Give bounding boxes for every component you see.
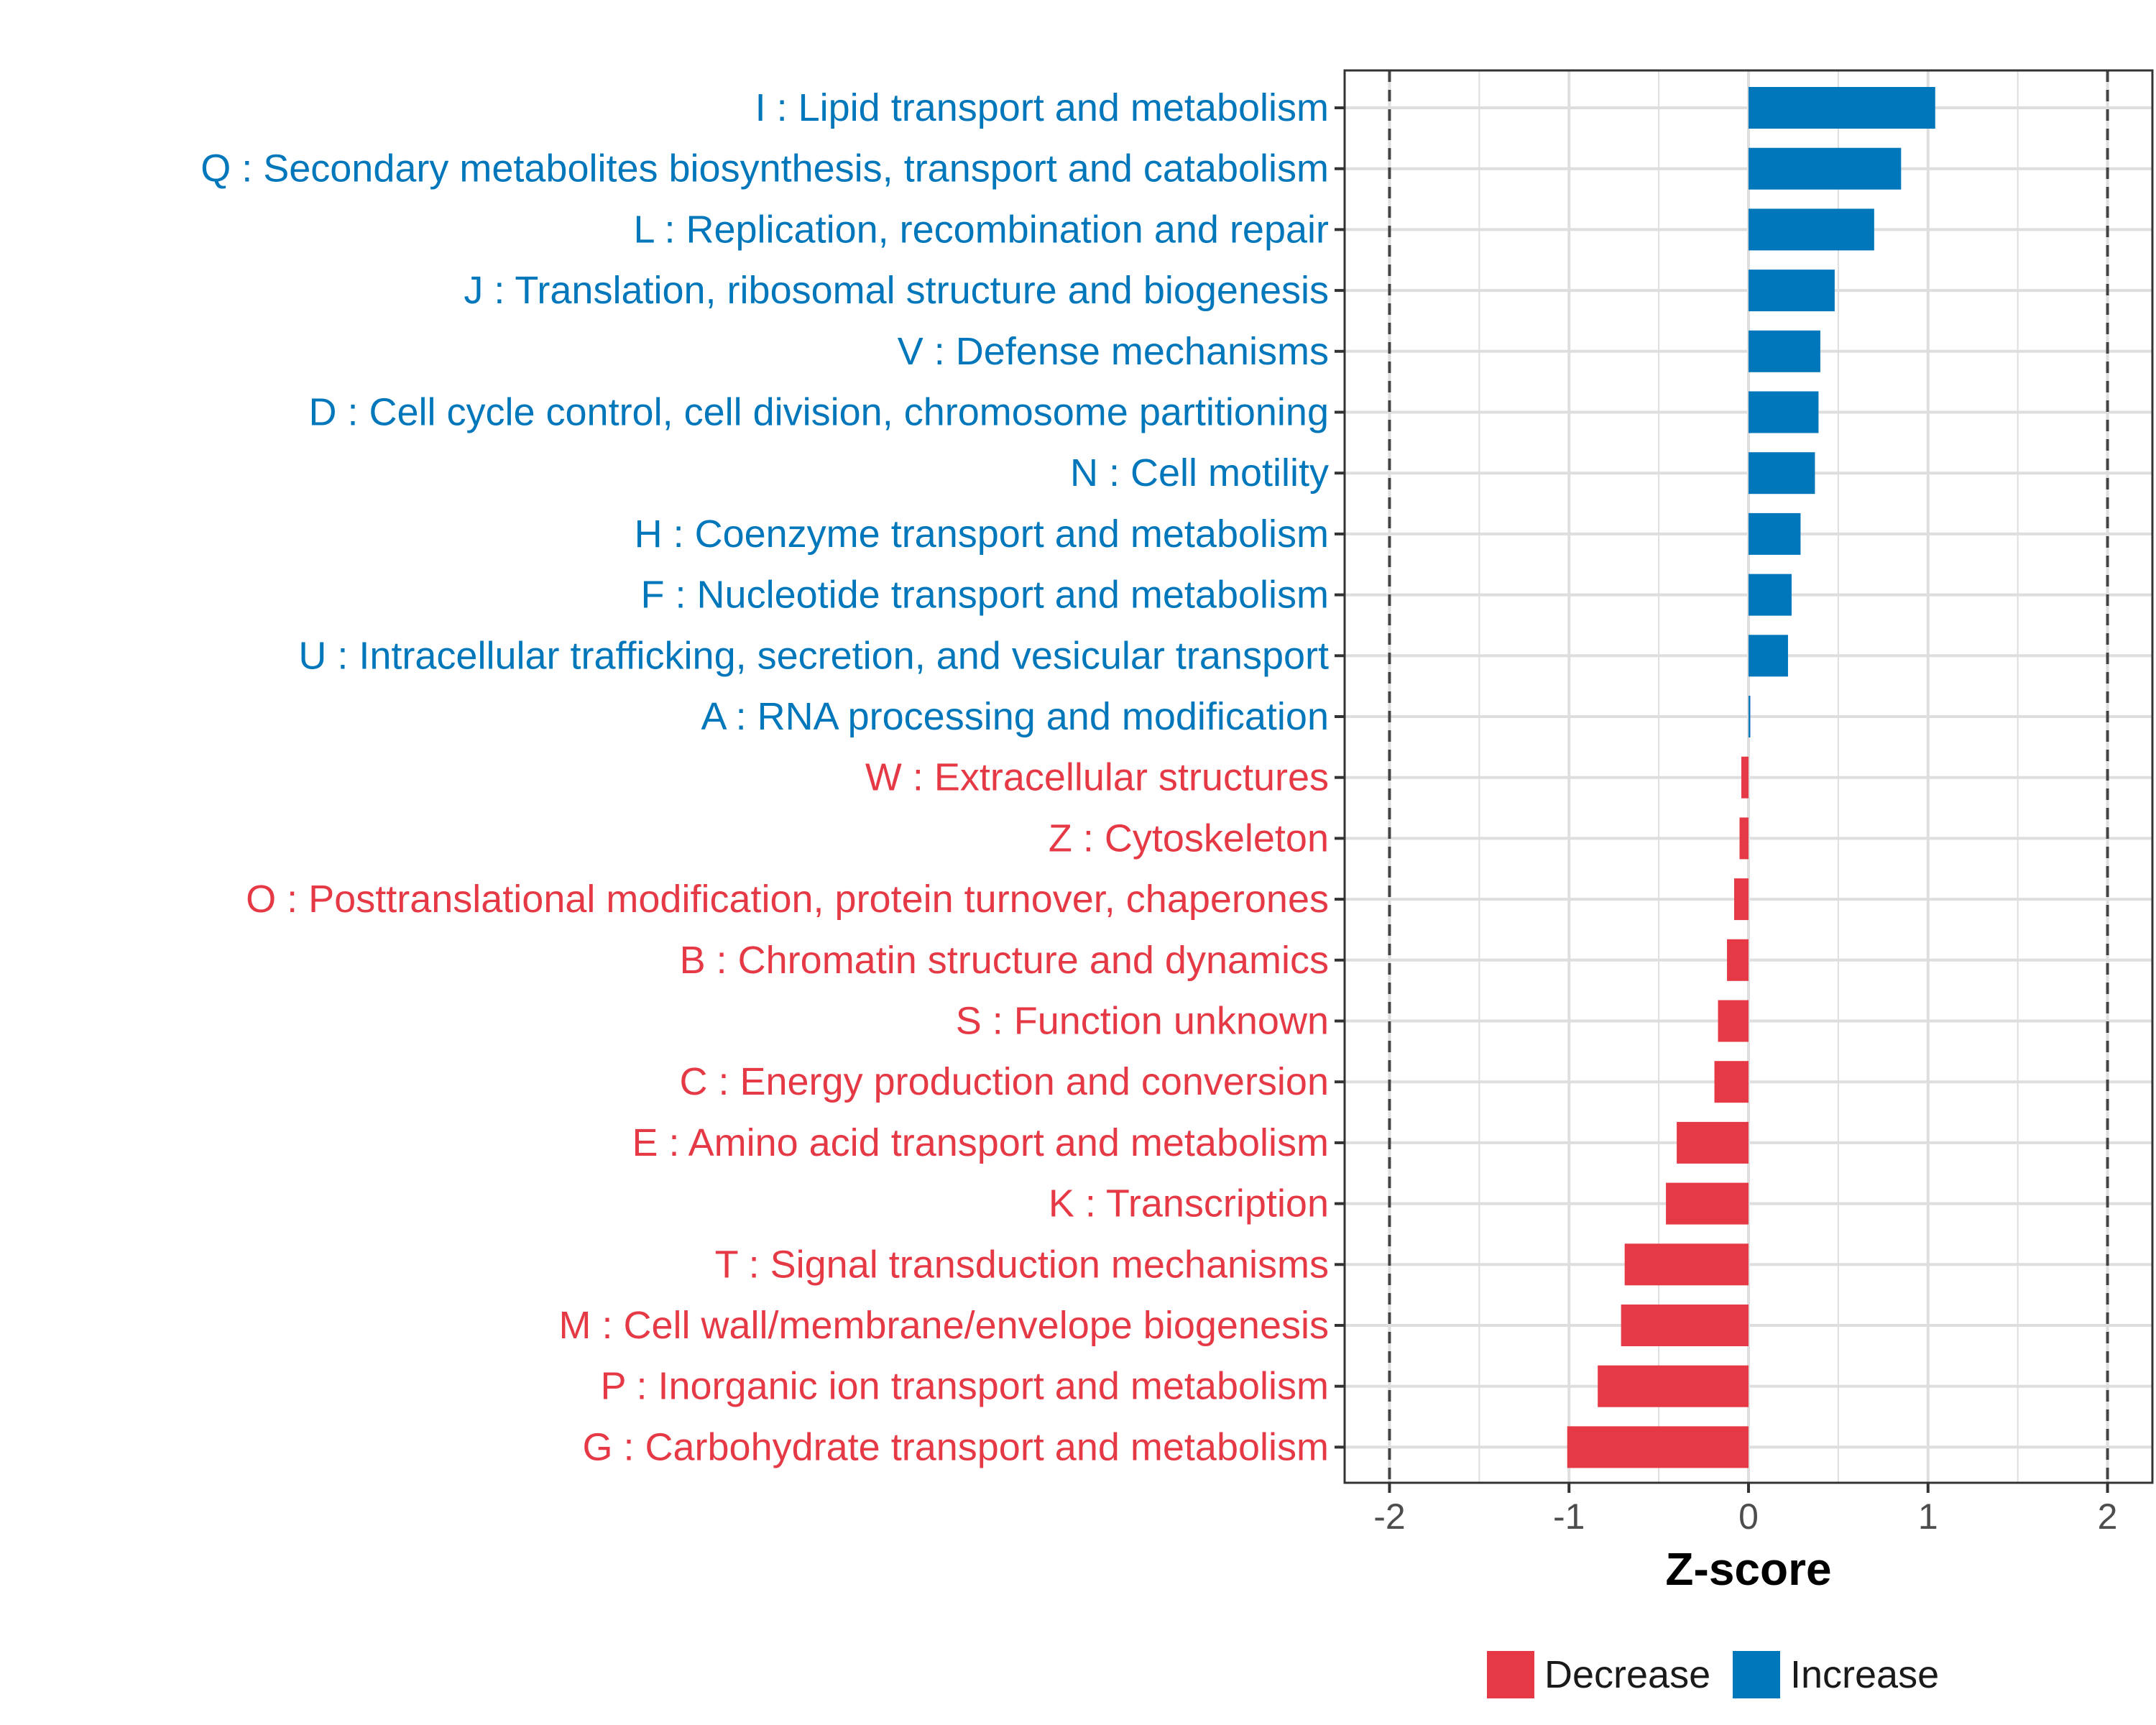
y-category-label: M : Cell wall/membrane/envelope biogenes… [558, 1304, 1329, 1347]
x-tick-label: 2 [2098, 1496, 2118, 1537]
y-category-label: W : Extracellular structures [865, 756, 1329, 799]
bar [1741, 756, 1749, 799]
x-tick-label: 1 [1918, 1496, 1938, 1537]
bars [1567, 87, 1935, 1468]
y-category-label: N : Cell motility [1070, 451, 1329, 494]
bar [1739, 817, 1749, 860]
y-category-label: L : Replication, recombination and repai… [633, 208, 1329, 251]
bar [1714, 1061, 1749, 1103]
y-category-label: D : Cell cycle control, cell division, c… [308, 391, 1329, 434]
x-axis-ticks: -2 -1 0 1 2 [1373, 1483, 2117, 1537]
bar [1727, 939, 1749, 981]
legend-label-decrease: Decrease [1544, 1653, 1710, 1696]
bar [1734, 878, 1749, 921]
bar [1749, 635, 1788, 677]
x-axis-title: Z-score [1665, 1543, 1831, 1595]
x-tick-label: 0 [1738, 1496, 1759, 1537]
bar [1749, 208, 1874, 251]
bar [1567, 1426, 1749, 1468]
legend: Decrease Increase [1487, 1651, 1939, 1698]
y-category-label: T : Signal transduction mechanisms [715, 1243, 1329, 1286]
bar [1749, 452, 1815, 494]
bar [1624, 1243, 1749, 1286]
bar [1718, 1000, 1749, 1042]
x-tick-label: -1 [1553, 1496, 1585, 1537]
y-category-label: A : RNA processing and modification [701, 695, 1329, 738]
legend-label-increase: Increase [1790, 1653, 1939, 1696]
reference-lines [1388, 70, 2109, 1483]
legend-key-increase [1733, 1651, 1780, 1698]
y-category-label: Z : Cytoskeleton [1049, 816, 1329, 860]
y-axis-category-labels: I : Lipid transport and metabolism Q : Se… [201, 86, 1329, 1468]
y-category-label: G : Carbohydrate transport and metabolis… [583, 1425, 1330, 1468]
bar [1749, 147, 1902, 190]
y-category-label: Q : Secondary metabolites biosynthesis, … [201, 147, 1329, 190]
y-category-label: V : Defense mechanisms [898, 330, 1329, 373]
y-category-label: E : Amino acid transport and metabolism [632, 1121, 1329, 1164]
y-axis-ticks [1335, 106, 1345, 1449]
bar [1749, 391, 1819, 433]
y-category-label: F : Nucleotide transport and metabolism [641, 574, 1329, 617]
bar [1666, 1182, 1749, 1225]
y-category-label: C : Energy production and conversion [679, 1060, 1329, 1103]
y-category-label: U : Intracellular trafficking, secretion… [298, 634, 1329, 677]
legend-key-decrease [1487, 1651, 1534, 1698]
y-category-label: P : Inorganic ion transport and metaboli… [600, 1365, 1329, 1408]
bar [1749, 574, 1792, 616]
bar [1749, 270, 1835, 312]
y-category-label: I : Lipid transport and metabolism [755, 86, 1329, 129]
bar [1621, 1305, 1749, 1346]
bar [1749, 87, 1935, 129]
bar [1598, 1365, 1749, 1407]
y-category-label: S : Function unknown [956, 1000, 1329, 1043]
bar [1677, 1121, 1749, 1164]
y-category-label: H : Coenzyme transport and metabolism [635, 512, 1329, 556]
y-category-label: K : Transcription [1049, 1182, 1329, 1225]
bar [1749, 512, 1801, 555]
y-category-label: O : Posttranslational modification, prot… [246, 878, 1329, 921]
x-tick-label: -2 [1373, 1496, 1405, 1537]
bar [1749, 696, 1751, 737]
y-category-label: B : Chromatin structure and dynamics [680, 939, 1329, 982]
bar [1749, 330, 1820, 372]
y-category-label: J : Translation, ribosomal structure and… [464, 269, 1329, 312]
